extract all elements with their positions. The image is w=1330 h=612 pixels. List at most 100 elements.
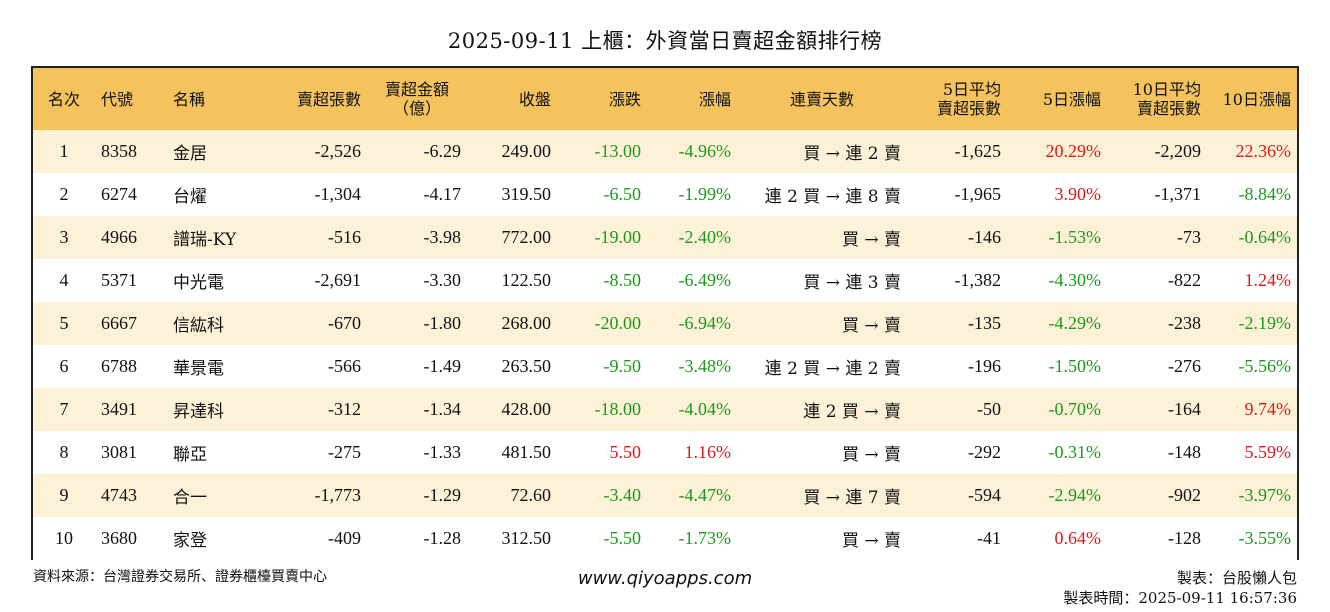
table-row: 4 5371 中光電 -2,691 -3.30 122.50 -8.50 -6.49% 買 → …	[33, 259, 1297, 302]
cell-change-pct: -6.49%	[678, 270, 732, 290]
cell-avg5: -594	[968, 485, 1001, 505]
cell-change: -6.50	[603, 184, 642, 204]
cell-sell-amount: -1.28	[423, 528, 462, 548]
cell-sell-shares: -2,526	[314, 141, 362, 161]
header-change-pct: 漲幅	[698, 89, 731, 109]
cell-avg10: -276	[1168, 356, 1201, 376]
cell-name: 譜瑞-KY	[173, 230, 237, 250]
cell-code: 4966	[101, 227, 137, 247]
cell-avg5: -1,382	[954, 270, 1002, 290]
table-row: 9 4743 合一 -1,773 -1.29 72.60 -3.40 -4.47% 買 → 連 …	[33, 474, 1297, 517]
cell-rank: 8	[59, 442, 69, 462]
cell-avg5: -41	[977, 528, 1001, 548]
cell-close: 249.00	[501, 141, 552, 161]
ranking-table-container: 名次 代號 名稱 賣超張數 賣超金額 （億） 收盤 漲跌 漲幅 連賣天數 5日平…	[31, 66, 1299, 560]
cell-streak: 買 → 賣	[841, 316, 901, 336]
cell-code: 4743	[101, 485, 137, 505]
cell-avg10: -148	[1168, 442, 1201, 462]
cell-pct5: -1.50%	[1048, 356, 1102, 376]
cell-change: -20.00	[594, 313, 642, 333]
cell-close: 122.50	[501, 270, 552, 290]
header-avg5-line2: 賣超張數	[936, 99, 1001, 118]
cell-close: 428.00	[501, 399, 552, 419]
cell-change-pct: -2.40%	[678, 227, 732, 247]
cell-pct10: 5.59%	[1244, 442, 1292, 462]
header-avg5: 5日平均 賣超張數	[907, 68, 1007, 130]
cell-rank: 5	[59, 313, 69, 333]
page-title: 2025-09-11 上櫃：外資當日賣超金額排行榜	[447, 29, 883, 53]
table-row: 1 8358 金居 -2,526 -6.29 249.00 -13.00 -4.96% 買 → …	[33, 130, 1297, 173]
cell-change: -3.40	[603, 485, 642, 505]
cell-pct10: 9.74%	[1244, 399, 1292, 419]
cell-pct10: 22.36%	[1235, 141, 1292, 161]
cell-sell-shares: -275	[328, 442, 361, 462]
author-label: 製表：台股懶人包	[1176, 569, 1297, 587]
cell-avg5: -1,965	[954, 184, 1002, 204]
cell-code: 3491	[101, 399, 137, 419]
cell-name: 聯亞	[173, 445, 207, 465]
cell-sell-amount: -3.98	[423, 227, 462, 247]
cell-rank: 3	[59, 227, 69, 247]
table-row: 10 3680 家登 -409 -1.28 312.50 -5.50 -1.73% 買 → 賣 -…	[33, 517, 1297, 560]
cell-name: 合一	[173, 488, 207, 508]
cell-close: 481.50	[501, 442, 552, 462]
cell-streak: 買 → 連 7 賣	[803, 488, 901, 508]
cell-sell-amount: -3.30	[423, 270, 462, 290]
cell-sell-shares: -670	[328, 313, 361, 333]
cell-streak: 連 2 買 → 連 2 賣	[764, 359, 901, 379]
cell-rank: 7	[59, 399, 69, 419]
cell-change-pct: -4.96%	[678, 141, 732, 161]
data-source: 資料來源：台灣證券交易所、證券櫃檯買賣中心	[33, 569, 327, 585]
cell-avg10: -1,371	[1154, 184, 1202, 204]
header-avg10: 10日平均 賣超張數	[1107, 68, 1207, 130]
cell-streak: 買 → 賣	[841, 531, 901, 551]
cell-change-pct: -6.94%	[678, 313, 732, 333]
cell-sell-shares: -566	[328, 356, 361, 376]
cell-avg10: -73	[1177, 227, 1201, 247]
cell-code: 3081	[101, 442, 137, 462]
footer-credits: 製表：台股懶人包 製表時間：2025-09-11 16:57:36	[1063, 568, 1297, 608]
cell-pct10: -2.19%	[1238, 313, 1292, 333]
cell-rank: 2	[59, 184, 69, 204]
table-row: 8 3081 聯亞 -275 -1.33 481.50 5.50 1.16% 買 → 賣 -292…	[33, 431, 1297, 474]
cell-pct5: 0.64%	[1054, 528, 1102, 548]
cell-sell-shares: -516	[328, 227, 361, 247]
header-avg5-line1: 5日平均	[942, 80, 1001, 99]
cell-close: 72.60	[510, 485, 552, 505]
cell-close: 312.50	[501, 528, 552, 548]
header-sell-amount-line2: （億）	[392, 99, 441, 118]
cell-avg10: -128	[1168, 528, 1201, 548]
cell-close: 268.00	[501, 313, 552, 333]
cell-avg5: -50	[977, 399, 1001, 419]
cell-name: 金居	[173, 144, 207, 164]
cell-pct5: 3.90%	[1054, 184, 1102, 204]
cell-pct10: -0.64%	[1238, 227, 1292, 247]
table-header-row: 名次 代號 名稱 賣超張數 賣超金額 （億） 收盤 漲跌 漲幅 連賣天數 5日平…	[33, 68, 1297, 130]
cell-change: -13.00	[594, 141, 642, 161]
cell-rank: 9	[59, 485, 69, 505]
cell-pct10: -3.97%	[1238, 485, 1292, 505]
header-change: 漲跌	[608, 89, 641, 109]
cell-sell-amount: -6.29	[423, 141, 462, 161]
cell-name: 信紘科	[173, 316, 224, 336]
cell-code: 8358	[101, 141, 137, 161]
cell-change: -9.50	[603, 356, 642, 376]
header-sell-amount: 賣超金額 （億）	[367, 68, 467, 130]
header-pct5: 5日漲幅	[1042, 89, 1101, 109]
cell-change-pct: -1.99%	[678, 184, 732, 204]
cell-avg5: -196	[968, 356, 1001, 376]
made-time-label: 製表時間：2025-09-11 16:57:36	[1063, 589, 1297, 607]
website-link[interactable]: www.qiyoapps.com	[577, 568, 753, 589]
cell-pct5: -1.53%	[1048, 227, 1102, 247]
cell-code: 3680	[101, 528, 137, 548]
cell-code: 6274	[101, 184, 137, 204]
table-row: 5 6667 信紘科 -670 -1.80 268.00 -20.00 -6.94% 買 → 賣…	[33, 302, 1297, 345]
cell-sell-shares: -1,304	[314, 184, 362, 204]
cell-change-pct: 1.16%	[684, 442, 732, 462]
cell-pct5: -4.29%	[1048, 313, 1102, 333]
cell-pct5: -2.94%	[1048, 485, 1102, 505]
table-body: 1 8358 金居 -2,526 -6.29 249.00 -13.00 -4.96% 買 → …	[33, 130, 1297, 560]
cell-change-pct: -4.04%	[678, 399, 732, 419]
cell-sell-amount: -1.34	[423, 399, 462, 419]
cell-avg10: -902	[1168, 485, 1201, 505]
